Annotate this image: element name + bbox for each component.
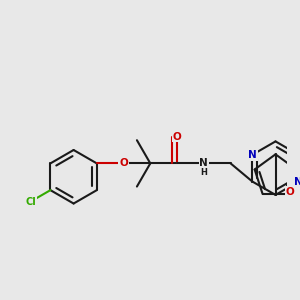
Text: N: N: [294, 176, 300, 187]
Text: N: N: [248, 150, 257, 160]
Text: O: O: [286, 187, 295, 197]
Text: H: H: [200, 168, 207, 177]
Text: N: N: [200, 158, 208, 168]
Text: O: O: [173, 132, 182, 142]
Text: O: O: [119, 158, 128, 168]
Text: Cl: Cl: [25, 196, 36, 206]
